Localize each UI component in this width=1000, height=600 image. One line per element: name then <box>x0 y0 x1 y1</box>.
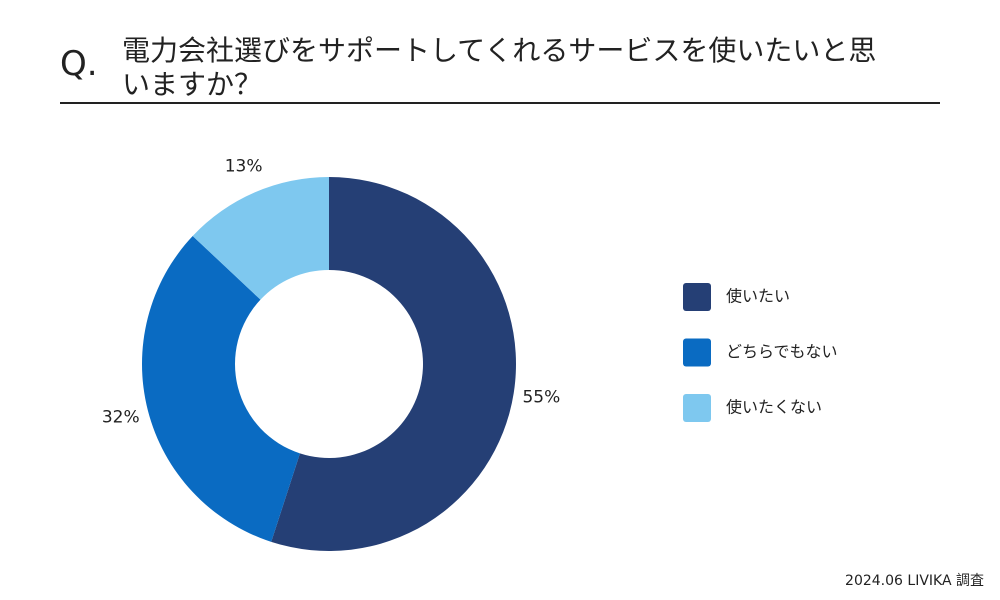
data-label: 55% <box>522 388 560 408</box>
question-prefix: Q. <box>60 44 98 84</box>
legend-swatch <box>683 394 711 422</box>
legend-swatch <box>683 283 711 311</box>
legend-label: どちらでもない <box>726 342 838 361</box>
data-label: 32% <box>102 407 140 427</box>
donut-slice <box>192 177 329 300</box>
title-rule <box>60 102 940 104</box>
legend-label: 使いたくない <box>726 398 822 417</box>
chart-title: 電力会社選びをサポートしてくれるサービスを使いたいと思いますか？ <box>122 34 877 101</box>
donut-slice <box>141 235 300 542</box>
legend-label: 使いたい <box>726 287 790 306</box>
legend-swatch <box>683 338 711 367</box>
source-note: 2024.06 LIVIKA 調査 <box>845 573 984 589</box>
donut-slice <box>271 177 516 551</box>
data-label: 13% <box>225 157 263 177</box>
